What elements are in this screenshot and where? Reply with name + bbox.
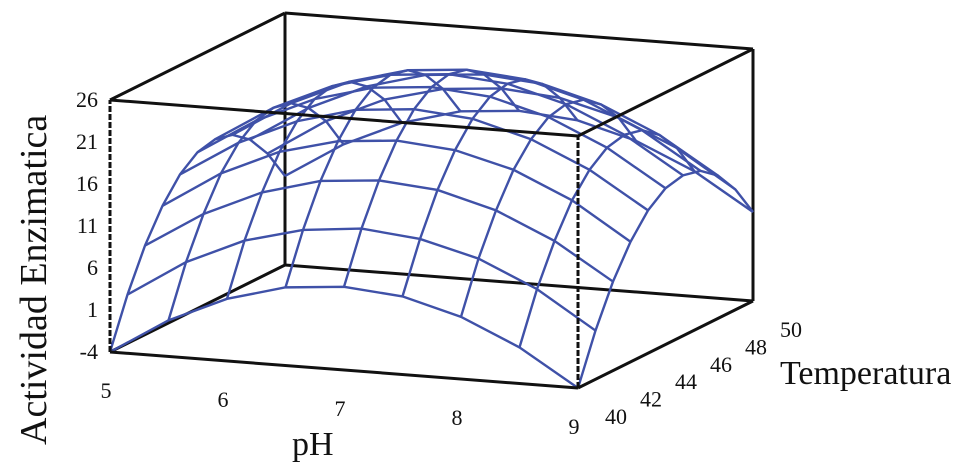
y-axis-title: Temperatura [780,355,951,392]
surface-mesh [108,68,754,389]
mesh-line-ph [342,68,520,288]
box-edge [577,299,754,390]
box-edge [284,263,754,303]
x-tick-label: 5 [101,378,112,403]
y-tick-label: 40 [605,404,627,429]
z-tick-label: 26 [76,87,98,112]
z-tick-label: -4 [80,339,98,364]
mesh-line-ph [518,128,696,348]
y-tick-label: 44 [675,369,697,394]
x-tick-label: 7 [335,396,346,421]
mesh-line-temperature [126,227,597,332]
y-tick-label: 48 [745,334,767,359]
mesh-line-ph [108,133,286,353]
box-edge [284,11,754,51]
y-tick-label: 42 [640,387,662,412]
z-tick-label: 1 [87,297,98,322]
x-axis-title: pH [292,426,334,463]
z-tick-label: 6 [87,255,98,280]
y-tick-label: 50 [780,317,802,342]
x-tick-label: 9 [569,414,580,439]
z-tick-label: 16 [76,171,98,196]
box-edge [109,98,579,138]
mesh-line-temperature [109,285,579,389]
z-axis-title: Actividad Enzimatica [13,115,55,445]
box-front-edges [108,47,754,390]
box-edge [577,47,754,138]
mesh-line-temperature [249,73,719,177]
x-tick-label: 8 [452,405,463,430]
box-edge [109,11,286,102]
z-tick-label: 11 [77,213,98,238]
x-tick-label: 6 [218,387,229,412]
y-tick-label: 46 [710,352,732,377]
box-edge [109,350,579,390]
mesh-line-temperature [144,179,614,283]
z-tick-label: 21 [76,129,98,154]
mesh-line-temperature [161,139,632,243]
mesh-line-temperature [284,109,754,213]
mesh-line-temperature [266,87,737,191]
